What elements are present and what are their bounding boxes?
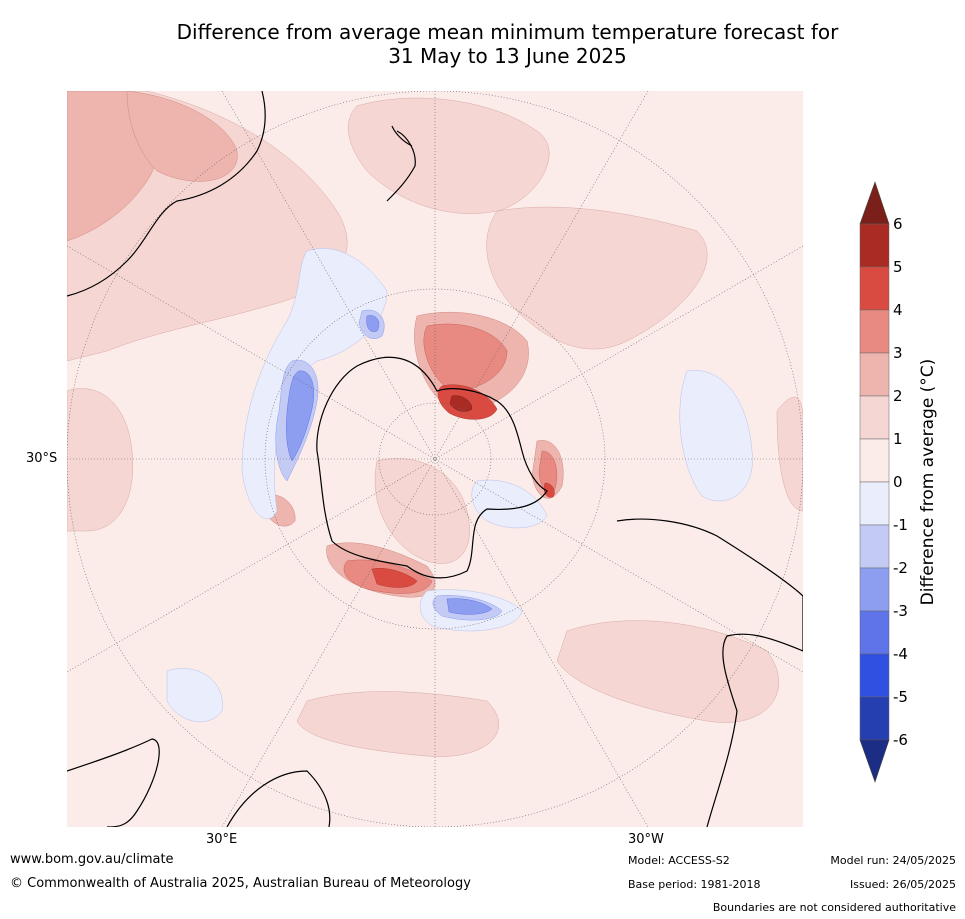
colorbar-segment bbox=[859, 352, 890, 397]
base-period-text: Base period: 1981-2018 bbox=[628, 878, 761, 891]
colorbar-label: Difference from average (°C) bbox=[918, 358, 938, 606]
colorbar-tick-label: 1 bbox=[893, 430, 903, 448]
colorbar-tick-label: 2 bbox=[893, 387, 903, 405]
anomaly-3-4 bbox=[343, 323, 558, 594]
colorbar-tick-label: -2 bbox=[893, 559, 908, 577]
colorbar-tick-label: -6 bbox=[893, 731, 908, 749]
colorbar-tick-label: 6 bbox=[893, 215, 903, 233]
issued-text: Issued: 26/05/2025 bbox=[849, 878, 956, 891]
lat-label-30s: 30°S bbox=[26, 451, 58, 466]
website-text: www.bom.gov.au/climate bbox=[10, 852, 174, 867]
anomaly-cool-2-3 bbox=[286, 315, 493, 615]
colorbar-segment bbox=[859, 266, 890, 311]
colorbar-segment bbox=[859, 567, 890, 612]
colorbar-segment bbox=[859, 481, 890, 526]
south-america-coastline bbox=[616, 518, 803, 827]
colorbar-segment bbox=[859, 438, 890, 483]
colorbar-tick-label: -1 bbox=[893, 516, 908, 534]
colorbar-segment bbox=[859, 696, 890, 741]
graticule bbox=[67, 91, 803, 827]
anomaly-1-2 bbox=[67, 91, 803, 757]
colorbar bbox=[859, 181, 890, 783]
colorbar-segment bbox=[859, 610, 890, 655]
colorbar-tick-label: -3 bbox=[893, 602, 908, 620]
colorbar-segment bbox=[859, 395, 890, 440]
colorbar-segment bbox=[859, 653, 890, 698]
model-run-text: Model run: 24/05/2025 bbox=[830, 854, 956, 867]
colorbar-tick-label: 0 bbox=[893, 473, 903, 491]
polar-map bbox=[67, 91, 803, 827]
colorbar-under-arrow bbox=[859, 739, 890, 783]
anomaly-5-6 bbox=[449, 395, 473, 412]
colorbar-tick-label: 3 bbox=[893, 344, 903, 362]
colorbar-over-arrow bbox=[859, 181, 890, 225]
lon-label-30w: 30°W bbox=[628, 832, 664, 847]
australia-coastline bbox=[67, 91, 266, 297]
colorbar-segment bbox=[859, 223, 890, 268]
map-title: Difference from average mean minimum tem… bbox=[60, 20, 955, 68]
model-text: Model: ACCESS-S2 bbox=[628, 854, 730, 867]
colorbar-tick-label: -4 bbox=[893, 645, 908, 663]
copyright-text: © Commonwealth of Australia 2025, Austra… bbox=[10, 876, 471, 891]
new-zealand-coastline bbox=[386, 125, 416, 202]
lon-label-30e: 30°E bbox=[206, 832, 238, 847]
colorbar-segment bbox=[859, 309, 890, 354]
disclaimer-text: Boundaries are not considered authoritat… bbox=[712, 901, 956, 914]
colorbar-tick-label: 4 bbox=[893, 301, 903, 319]
colorbar-tick-label: 5 bbox=[893, 258, 903, 276]
colorbar-tick-label: -5 bbox=[893, 688, 908, 706]
colorbar-segment bbox=[859, 524, 890, 569]
title-line-2: 31 May to 13 June 2025 bbox=[388, 44, 627, 68]
colorbar-segments bbox=[859, 223, 890, 741]
africa-coastline bbox=[67, 738, 331, 827]
map-svg bbox=[67, 91, 803, 827]
antarctica-coastline bbox=[316, 356, 548, 579]
title-line-1: Difference from average mean minimum tem… bbox=[176, 20, 839, 44]
